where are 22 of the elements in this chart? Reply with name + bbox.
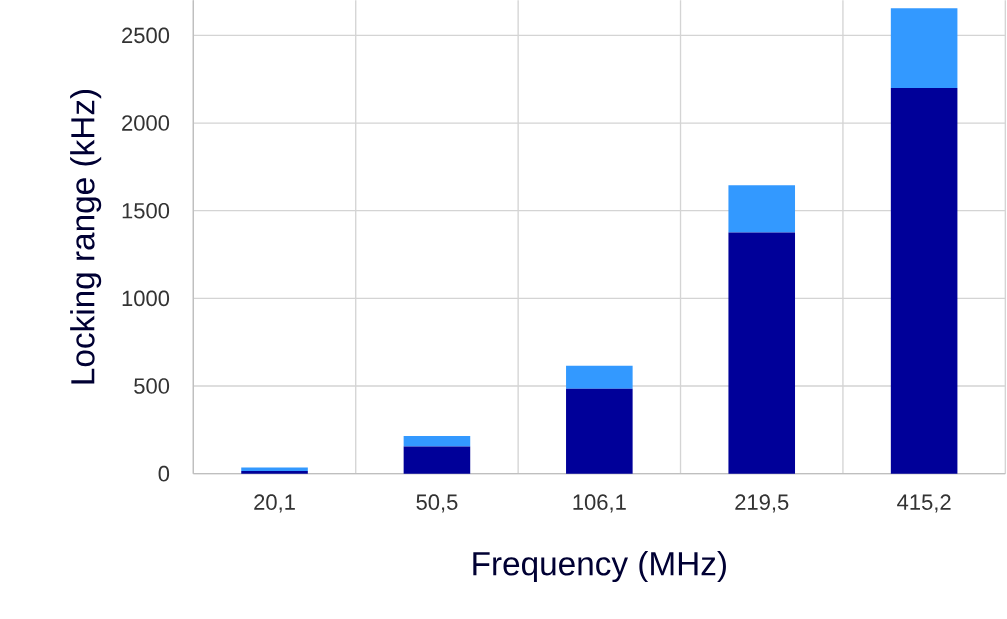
- x-tick-label: 106,1: [573, 494, 626, 513]
- bar: [728, 185, 796, 233]
- y-tick-label: 0: [158, 465, 170, 482]
- y-tick-label: 2500: [122, 27, 170, 44]
- bar: [403, 435, 471, 447]
- x-axis-title: Frequency (MHz): [473, 551, 726, 583]
- y-tick-label: 1000: [122, 290, 170, 307]
- bar: [241, 471, 308, 474]
- y-tick-label: 2000: [122, 115, 170, 131]
- x-tick-label: 50,5: [416, 494, 458, 513]
- y-axis-title: Locking range (kHz): [70, 90, 102, 384]
- bar: [890, 87, 958, 474]
- bar: [566, 365, 633, 389]
- x-tick-label: 415,2: [897, 494, 951, 513]
- bar: [728, 232, 796, 474]
- x-tick-label: 219,5: [735, 494, 789, 513]
- x-tick-label: 20,1: [254, 494, 295, 513]
- bar: [566, 388, 633, 474]
- y-tick-label: 1500: [122, 202, 170, 219]
- y-tick-label: 500: [134, 378, 170, 394]
- bar: [890, 8, 958, 88]
- bar: [403, 446, 471, 474]
